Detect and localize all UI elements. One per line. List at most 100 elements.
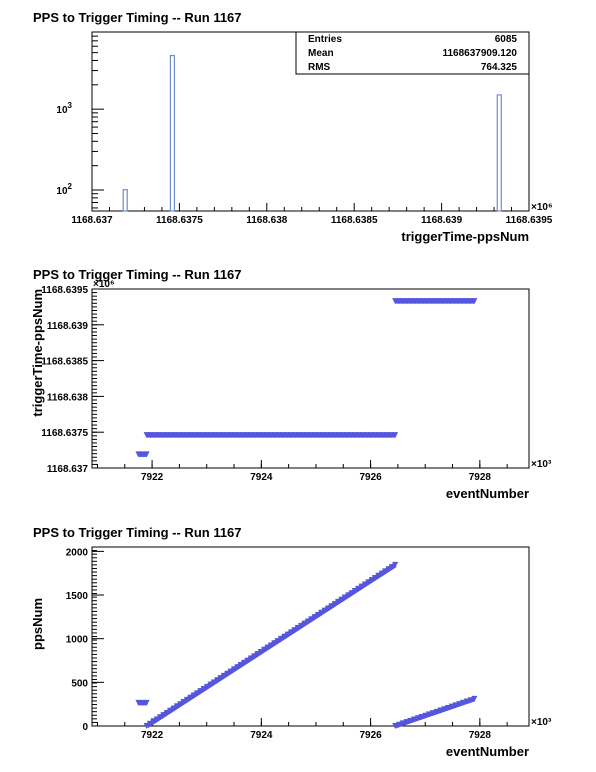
point-marker	[441, 706, 448, 713]
point-marker	[375, 572, 382, 579]
y-axis: 1168.637 1168.6375 1168.638 1168.6385 1168.6…	[41, 285, 104, 475]
y-tick-label: 1168.6375	[41, 428, 88, 439]
y-tick-label: 1500	[66, 591, 89, 602]
point-marker	[291, 627, 298, 634]
point-marker	[361, 581, 368, 588]
point-marker	[284, 631, 291, 638]
y-tick-label: 1168.6385	[41, 357, 88, 368]
plot-frame	[91, 288, 530, 469]
point-marker	[150, 718, 157, 725]
point-marker	[146, 720, 153, 727]
point-marker	[355, 585, 362, 592]
point-marker	[187, 432, 194, 439]
point-marker	[368, 432, 375, 439]
x-tick-label: 1168.639	[421, 215, 463, 226]
point-marker	[135, 699, 142, 706]
x-tick-label: 7924	[250, 472, 273, 483]
point-marker	[197, 688, 204, 695]
x-tick-label: 7922	[141, 472, 164, 483]
stats-mean-label: Mean	[308, 48, 334, 59]
x-axis-label: triggerTime-ppsNum	[401, 229, 529, 244]
point-marker	[338, 596, 345, 603]
point-marker	[157, 714, 164, 721]
point-marker	[247, 432, 254, 439]
point-marker	[360, 432, 367, 439]
point-marker	[460, 699, 467, 706]
point-marker	[274, 638, 281, 645]
point-marker	[170, 705, 177, 712]
point-marker	[194, 690, 201, 697]
point-marker	[219, 432, 226, 439]
point-marker	[332, 432, 339, 439]
bars	[122, 54, 502, 212]
point-marker	[251, 432, 258, 439]
point-marker	[364, 432, 371, 439]
point-marker	[378, 570, 385, 577]
point-marker	[392, 298, 399, 305]
y-axis: 0 500 1000 1500 2000	[66, 547, 104, 733]
point-marker	[388, 432, 395, 439]
point-marker	[447, 298, 454, 305]
point-marker	[467, 298, 474, 305]
point-marker	[237, 662, 244, 669]
x-tick-label: 7926	[359, 472, 382, 483]
point-marker	[351, 588, 358, 595]
y-tick-label: 1168.6395	[41, 285, 88, 296]
y-tick-label: 1168.637	[47, 464, 89, 475]
point-marker	[199, 432, 206, 439]
point-marker	[239, 432, 246, 439]
x-multiplier: ×10⁶	[531, 202, 553, 213]
stats-entries-label: Entries	[308, 34, 342, 45]
y-tick-label: 2000	[66, 547, 89, 558]
x-tick-label: 1168.638	[246, 215, 288, 226]
x-tick-label: 7926	[359, 730, 382, 741]
point-marker	[307, 432, 314, 439]
point-marker	[372, 574, 379, 581]
point-marker	[179, 432, 186, 439]
point-marker	[210, 679, 217, 686]
x-tick-label: 7928	[469, 730, 492, 741]
point-marker	[139, 699, 146, 706]
point-marker	[231, 432, 238, 439]
point-marker	[345, 592, 352, 599]
point-marker	[384, 432, 391, 439]
point-marker	[195, 432, 202, 439]
x-tick-label: 7922	[141, 730, 164, 741]
histogram-bar	[169, 54, 176, 212]
x-axis: 7922 7924 7926 7928	[96, 460, 508, 483]
point-marker	[341, 594, 348, 601]
point-marker	[429, 710, 436, 717]
point-marker	[207, 432, 214, 439]
point-marker	[259, 432, 266, 439]
point-marker	[382, 568, 389, 575]
point-marker	[443, 298, 450, 305]
point-marker	[399, 720, 406, 727]
point-marker	[452, 702, 459, 709]
point-marker	[414, 715, 421, 722]
x-tick-label: 1168.6375	[156, 215, 203, 226]
point-marker	[376, 432, 383, 439]
chart-title: PPS to Trigger Timing -- Run 1167	[33, 267, 242, 282]
point-marker	[230, 666, 237, 673]
point-marker	[456, 701, 463, 708]
scatter-panel-time: PPS to Trigger Timing -- Run 1167 1168.6…	[30, 267, 552, 501]
point-marker	[279, 432, 286, 439]
x-axis-label: eventNumber	[446, 744, 529, 759]
y-tick-label: 102	[56, 182, 72, 197]
point-marker	[255, 432, 262, 439]
point-marker	[155, 432, 162, 439]
point-marker	[264, 644, 271, 651]
point-marker	[160, 712, 167, 719]
event-points	[394, 696, 476, 729]
y-tick-label: 103	[56, 101, 72, 116]
point-marker	[396, 298, 403, 305]
point-marker	[463, 298, 470, 305]
point-marker	[271, 432, 278, 439]
point-marker	[139, 451, 146, 458]
point-marker	[267, 432, 274, 439]
point-marker	[143, 432, 150, 439]
point-marker	[304, 618, 311, 625]
point-marker	[358, 583, 365, 590]
point-marker	[283, 432, 290, 439]
x-axis: 7922 7924 7926 7928	[96, 718, 508, 741]
